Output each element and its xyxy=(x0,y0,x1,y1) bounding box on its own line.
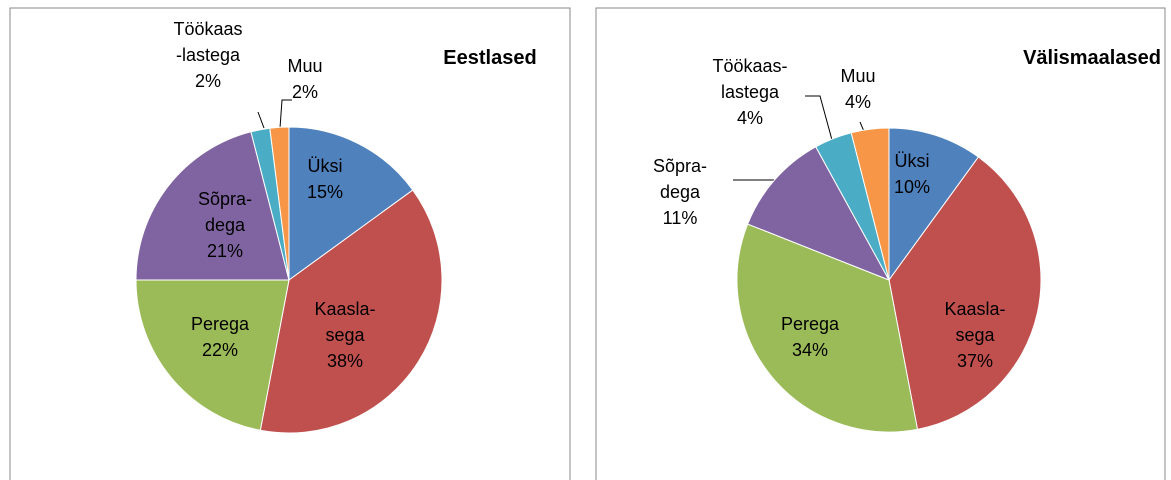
pie-slice xyxy=(135,279,290,431)
pie-slice xyxy=(850,127,890,281)
chart-title: Välismaalased xyxy=(1023,47,1161,69)
slice-label: Üksi xyxy=(895,151,930,171)
slice-label: Muu xyxy=(287,56,322,76)
value-label: 22% xyxy=(202,340,238,360)
slice-label: Töökaas-lastega xyxy=(173,19,242,65)
value-label: 2% xyxy=(292,82,318,102)
slice-label: Perega xyxy=(781,314,840,334)
chart-title: Eestlased xyxy=(443,47,536,69)
slice-label: Sõpra-dega xyxy=(653,156,707,202)
slice-label: Perega xyxy=(191,314,250,334)
value-label: 38% xyxy=(327,351,363,371)
pie-slice xyxy=(259,189,443,434)
pie-slice xyxy=(888,127,980,282)
slice-label: Sõpra-dega xyxy=(198,189,252,235)
pie-slice xyxy=(269,126,290,281)
leader-line xyxy=(257,111,265,129)
value-label: 34% xyxy=(792,340,828,360)
pie-slice xyxy=(736,223,919,433)
leader-line xyxy=(279,99,292,129)
value-label: 4% xyxy=(737,108,763,128)
slice-label: Muu xyxy=(840,66,875,86)
slice-label: Kaasla-sega xyxy=(944,299,1005,345)
slice-label: Kaasla-sega xyxy=(314,299,375,345)
value-label: 2% xyxy=(195,71,221,91)
pie-slice xyxy=(888,156,1042,430)
value-label: 37% xyxy=(957,351,993,371)
leader-line xyxy=(805,95,833,141)
value-label: 11% xyxy=(663,208,698,228)
slice-label: Töökaas-lastega xyxy=(712,56,787,102)
value-label: 4% xyxy=(845,92,871,112)
pie-slice xyxy=(288,126,414,281)
value-label: 15% xyxy=(307,182,343,202)
pie-slice xyxy=(747,146,891,281)
pie-slice xyxy=(135,131,290,281)
value-label: 10% xyxy=(894,177,930,197)
value-label: 21% xyxy=(207,241,243,261)
slice-label: Üksi xyxy=(308,156,343,176)
